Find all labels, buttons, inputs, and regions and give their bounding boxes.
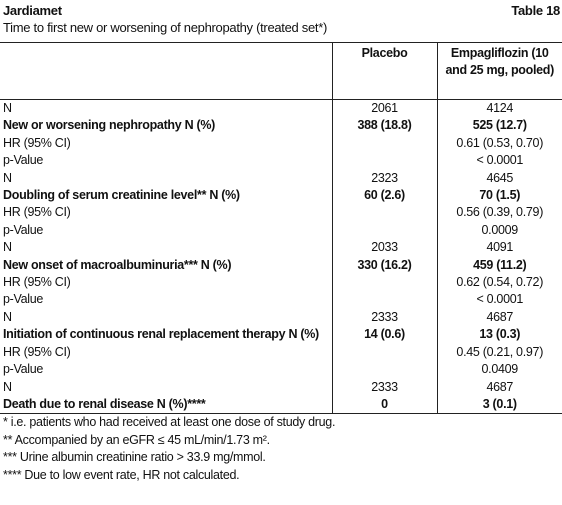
column-header: Placebo [331, 42, 437, 100]
value-cell: 330 (16.2) [331, 256, 437, 275]
value-cell: 2061 [331, 99, 437, 118]
value-cell: 459 (11.2) [436, 256, 562, 275]
value-cell: 4687 [436, 378, 562, 396]
value-cell: 2323 [331, 169, 437, 188]
label-cell: Initiation of continuous renal replaceme… [3, 327, 319, 342]
value-cell: 0 [331, 395, 437, 415]
value-cell [331, 204, 437, 222]
table-row: HR (95% CI) 0.56 (0.39, 0.79) [0, 204, 562, 222]
table-row: HR (95% CI) 0.62 (0.54, 0.72) [0, 274, 562, 292]
value-cell: 0.56 (0.39, 0.79) [436, 204, 562, 222]
value-cell: < 0.0001 [436, 152, 562, 170]
value-cell: 525 (12.7) [436, 117, 562, 135]
value-cell: 388 (18.8) [331, 117, 437, 135]
label-cell: N [3, 240, 12, 255]
table-row: N 2061 4124 [0, 99, 562, 118]
table-row: New or worsening nephropathy N (%) 388 (1… [0, 117, 562, 135]
table-row: N 2033 4091 [0, 239, 562, 257]
value-cell: 4687 [436, 308, 562, 327]
table-row: p-Value < 0.0001 [0, 291, 562, 309]
value-cell [331, 343, 437, 362]
label-cell: N [3, 379, 12, 394]
label-cell: HR (95% CI) [3, 344, 71, 359]
value-cell: 0.0009 [436, 221, 562, 240]
table-row: HR (95% CI) 0.61 (0.53, 0.70) [0, 134, 562, 153]
label-cell: Doubling of serum creatinine level** N (… [3, 188, 240, 203]
value-cell: 14 (0.6) [331, 326, 437, 344]
label-cell: HR (95% CI) [3, 275, 71, 290]
value-cell: 4091 [436, 239, 562, 257]
value-cell: 0.0409 [436, 361, 562, 379]
value-cell: 3 (0.1) [436, 395, 562, 415]
table-row: N 2323 4645 [0, 169, 562, 188]
table-row: p-Value 0.0009 [0, 221, 562, 240]
value-cell: 13 (0.3) [436, 326, 562, 344]
footnote: *** Urine albumin creatinine ratio > 33.… [3, 450, 266, 465]
value-cell [331, 274, 437, 292]
header-row: Placebo Empagliflozin (10 and 25 mg, poo… [0, 42, 562, 100]
value-cell [331, 134, 437, 153]
data-table: Placebo Empagliflozin (10 and 25 mg, poo… [0, 42, 562, 415]
value-cell: 2333 [331, 378, 437, 396]
blank-header [0, 42, 332, 100]
value-cell: 2333 [331, 308, 437, 327]
value-cell [331, 152, 437, 170]
label-cell: p-Value [3, 222, 44, 237]
label-cell: p-Value [3, 292, 44, 307]
label-cell: New or worsening nephropathy N (%) [3, 118, 216, 133]
value-cell: 0.45 (0.21, 0.97) [436, 343, 562, 362]
label-cell: p-Value [3, 153, 44, 168]
table-row: Doubling of serum creatinine level** N (… [0, 187, 562, 205]
label-cell: N [3, 309, 12, 324]
footnote: ** Accompanied by an eGFR ≤ 45 mL/min/1.… [3, 432, 270, 447]
value-cell [331, 221, 437, 240]
table-row: HR (95% CI) 0.45 (0.21, 0.97) [0, 343, 562, 362]
value-cell: 0.62 (0.54, 0.72) [436, 274, 562, 292]
title: Jardiamet [3, 3, 62, 18]
label-cell: p-Value [3, 362, 44, 377]
table-row: N 2333 4687 [0, 308, 562, 327]
header: Jardiamet Table 18 [0, 0, 562, 20]
value-cell [331, 291, 437, 309]
label-cell: Death due to renal disease N (%)**** [0, 395, 332, 415]
label-cell: N [3, 101, 12, 115]
value-cell: < 0.0001 [436, 291, 562, 309]
label-cell: HR (95% CI) [3, 205, 71, 220]
table-row: p-Value 0.0409 [0, 361, 562, 379]
footnote: **** Due to low event rate, HR not calcu… [3, 467, 240, 482]
value-cell: 60 (2.6) [331, 187, 437, 205]
column-header: Empagliflozin (10 and 25 mg, pooled) [436, 42, 562, 100]
value-cell: 2033 [331, 239, 437, 257]
value-cell: 70 (1.5) [436, 187, 562, 205]
footnote: * i.e. patients who had received at leas… [3, 415, 336, 430]
label-cell: HR (95% CI) [3, 135, 71, 150]
value-cell [331, 361, 437, 379]
value-cell: 4124 [436, 99, 562, 118]
table-row: p-Value < 0.0001 [0, 152, 562, 170]
label-cell: N [3, 170, 12, 185]
footnotes: * i.e. patients who had received at leas… [0, 414, 562, 484]
value-cell: 0.61 (0.53, 0.70) [436, 134, 562, 153]
table-row: Initiation of continuous renal replaceme… [0, 326, 562, 344]
subtitle: Time to first new or worsening of nephro… [3, 20, 328, 35]
table-label: Table 18 [511, 3, 560, 18]
table-row: Death due to renal disease N (%)**** 0 3 (… [0, 395, 562, 415]
label-cell: New onset of macroalbuminuria*** N (%) [3, 257, 232, 272]
table-row: New onset of macroalbuminuria*** N (%) 33… [0, 256, 562, 275]
value-cell: 4645 [436, 169, 562, 188]
table-row: N 2333 4687 [0, 378, 562, 396]
